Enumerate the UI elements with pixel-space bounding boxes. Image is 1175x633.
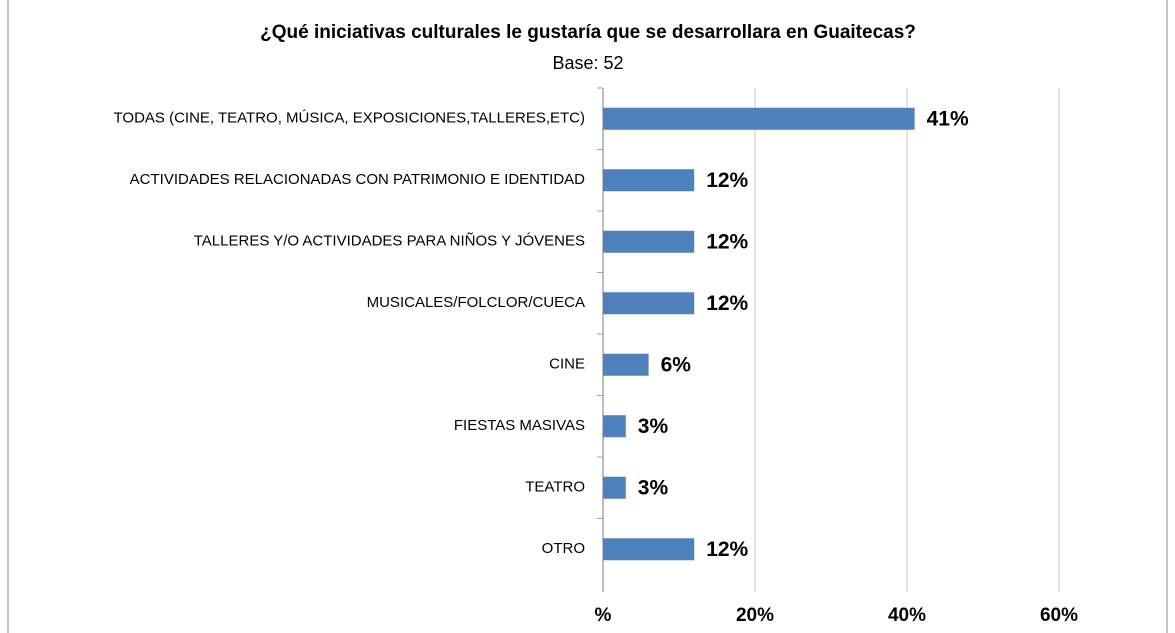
value-label: 41% xyxy=(927,107,969,130)
y-tick-label: FIESTAS MASIVAS xyxy=(454,417,585,434)
value-label: 12% xyxy=(706,538,748,561)
y-tick-label: TEATRO xyxy=(525,479,585,496)
bar xyxy=(603,353,649,376)
x-tick-label: 20% xyxy=(736,605,774,626)
y-tick-label: MUSICALES/FOLCLOR/CUECA xyxy=(367,294,585,311)
chart-subtitle: Base: 52 xyxy=(552,53,623,73)
bar xyxy=(603,538,695,561)
value-label: 3% xyxy=(638,476,669,499)
value-label: 3% xyxy=(638,415,669,438)
bar xyxy=(603,292,695,315)
bar xyxy=(603,415,626,438)
chart-border xyxy=(7,0,1168,633)
x-tick-label: 40% xyxy=(888,605,926,626)
y-tick-label: OTRO xyxy=(542,540,585,557)
bar xyxy=(603,476,626,499)
y-tick-label: ACTIVIDADES RELACIONADAS CON PATRIMONIO … xyxy=(130,171,586,188)
bar xyxy=(603,230,695,253)
value-label: 12% xyxy=(706,169,748,192)
y-tick-label: TALLERES Y/O ACTIVIDADES PARA NIÑOS Y JÓ… xyxy=(194,233,585,250)
x-tick-label: 60% xyxy=(1040,605,1078,626)
y-tick-label: CINE xyxy=(549,356,585,373)
chart-title: ¿Qué iniciativas culturales le gustaría … xyxy=(260,22,916,43)
y-tick-label: TODAS (CINE, TEATRO, MÚSICA, EXPOSICIONE… xyxy=(114,110,585,127)
bar xyxy=(603,169,695,192)
value-label: 12% xyxy=(706,292,748,315)
x-tick-label: % xyxy=(595,605,612,626)
value-label: 6% xyxy=(661,353,692,376)
value-label: 12% xyxy=(706,230,748,253)
bar xyxy=(603,107,915,130)
